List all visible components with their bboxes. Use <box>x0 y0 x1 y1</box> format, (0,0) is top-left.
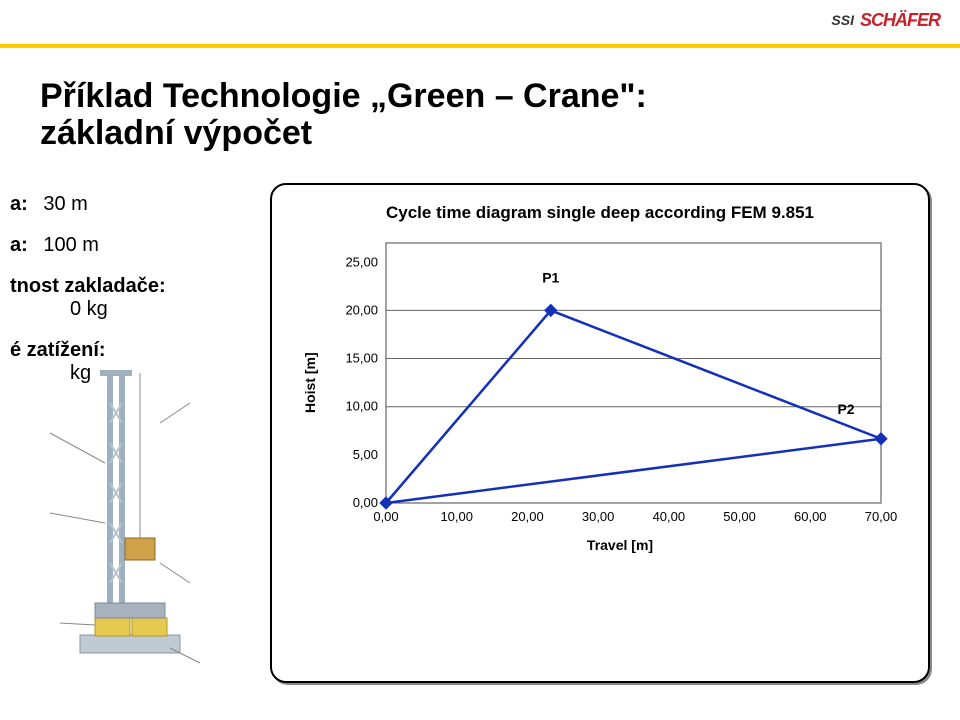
param-3: tnost zakladače: 0 kg <box>0 275 250 321</box>
svg-text:25,00: 25,00 <box>345 254 378 269</box>
title-line-2: základní výpočet <box>40 115 920 152</box>
parameters-column: a: 30 m a: 100 m tnost zakladače: 0 kg é… <box>0 183 250 683</box>
chart-plot: 0,00 5,00 10,00 15,00 20,00 25,00 0,00 10,00 20,… <box>318 233 904 533</box>
svg-text:0,00: 0,00 <box>353 495 378 510</box>
logo-ssi-text: SSI <box>831 12 854 28</box>
param-3-line2: 0 kg <box>10 298 250 321</box>
svg-text:10,00: 10,00 <box>345 398 378 413</box>
param-1-value: 30 m <box>43 193 87 215</box>
content-area: a: 30 m a: 100 m tnost zakladače: 0 kg é… <box>0 163 960 683</box>
svg-text:0,00: 0,00 <box>373 509 398 524</box>
param-2-value: 100 m <box>43 234 99 256</box>
page-header: SSI SCHÄFER <box>0 0 960 48</box>
param-1: a: 30 m <box>0 193 250 216</box>
svg-text:70,00: 70,00 <box>865 509 898 524</box>
param-2: a: 100 m <box>0 234 250 257</box>
crane-illustration <box>40 363 220 683</box>
svg-text:40,00: 40,00 <box>653 509 686 524</box>
title-line-1: Příklad Technologie „Green – Crane": <box>40 78 920 115</box>
chart-container: Cycle time diagram single deep according… <box>270 183 930 683</box>
logo-schafer-text: SCHÄFER <box>860 10 940 31</box>
svg-text:10,00: 10,00 <box>440 509 473 524</box>
svg-text:50,00: 50,00 <box>723 509 756 524</box>
svg-text:15,00: 15,00 <box>345 350 378 365</box>
svg-text:30,00: 30,00 <box>582 509 615 524</box>
param-4-line1: é zatížení: <box>10 339 106 361</box>
chart-title: Cycle time diagram single deep according… <box>296 203 904 223</box>
param-3-line1: tnost zakladače: <box>10 275 166 297</box>
param-1-label: a: <box>10 193 28 215</box>
slide-title: Příklad Technologie „Green – Crane": zák… <box>0 48 960 163</box>
svg-text:P1: P1 <box>542 269 559 285</box>
svg-text:5,00: 5,00 <box>353 447 378 462</box>
logo: SSI SCHÄFER <box>831 10 940 31</box>
y-axis-label: Hoist [m] <box>296 233 318 533</box>
x-axis-label: Travel [m] <box>336 537 904 553</box>
svg-text:20,00: 20,00 <box>345 302 378 317</box>
param-2-label: a: <box>10 234 28 256</box>
svg-text:20,00: 20,00 <box>511 509 544 524</box>
svg-text:P2: P2 <box>837 401 854 417</box>
svg-text:60,00: 60,00 <box>794 509 827 524</box>
